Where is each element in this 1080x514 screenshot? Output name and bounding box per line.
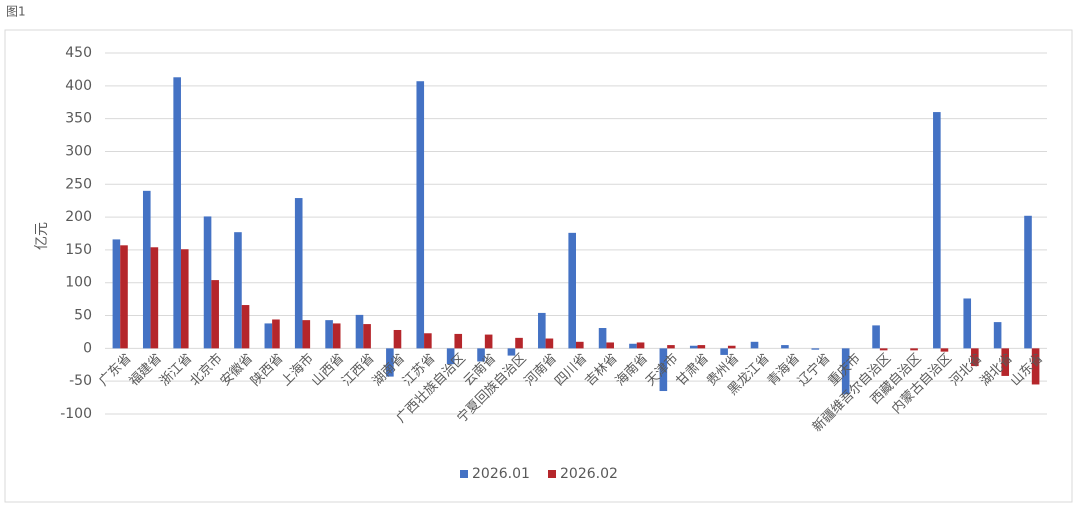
x-tick-label: 四川省	[552, 351, 590, 389]
chart-frame	[4, 29, 1073, 503]
bar	[120, 245, 128, 349]
bar	[993, 322, 1002, 349]
bar	[545, 338, 554, 349]
bar	[234, 232, 242, 349]
x-tick-label: 辽宁省	[794, 350, 833, 389]
bar	[484, 334, 493, 349]
bar	[264, 323, 273, 349]
y-tick-label: 50	[74, 308, 92, 324]
bar	[872, 325, 880, 349]
bar	[241, 305, 250, 349]
bar	[636, 342, 645, 349]
x-tick-label: 山东省	[1008, 351, 1046, 389]
bar	[302, 320, 311, 349]
bar	[667, 345, 675, 349]
bar	[538, 312, 546, 349]
bar	[393, 329, 402, 349]
bar	[879, 348, 888, 351]
x-tick-label: 广东省	[96, 351, 134, 389]
bar	[150, 247, 159, 349]
bar	[659, 348, 668, 392]
bar	[112, 239, 121, 349]
bar	[1031, 348, 1040, 385]
y-axis-title: 亿元	[34, 222, 50, 250]
bar	[507, 348, 516, 356]
bar	[446, 348, 455, 365]
bar	[477, 348, 485, 362]
bar	[203, 216, 212, 349]
bar	[568, 232, 576, 349]
bar	[1001, 348, 1010, 376]
legend-label: 2026.02	[560, 466, 618, 482]
bar	[781, 345, 789, 349]
y-tick-label: 400	[65, 78, 92, 94]
bar	[180, 249, 189, 349]
y-tick-label: 100	[65, 275, 92, 291]
bar	[971, 348, 979, 367]
bar	[750, 341, 759, 349]
bar	[811, 348, 820, 350]
bar	[142, 190, 151, 349]
bar	[727, 345, 736, 349]
bar	[598, 328, 607, 349]
x-tick-label: 海南省	[612, 350, 651, 389]
y-tick-label: 200	[65, 209, 92, 225]
x-tick-label: 安徽省	[218, 351, 256, 389]
bar	[720, 348, 728, 355]
x-tick-label: 山西省	[309, 351, 347, 389]
x-tick-label: 上海市	[278, 350, 317, 389]
bar	[933, 112, 941, 349]
y-tick-label: 150	[65, 242, 92, 258]
bar	[515, 337, 523, 349]
bar	[910, 348, 918, 351]
y-tick-label: 300	[65, 143, 92, 159]
x-tick-label: 江西省	[339, 351, 377, 389]
bar	[386, 348, 394, 377]
y-tick-label: 450	[65, 45, 92, 61]
legend-swatch	[460, 470, 468, 478]
x-tick-label: 青海省	[765, 351, 803, 389]
x-tick-label: 甘肃省	[674, 351, 712, 389]
bar	[294, 198, 303, 349]
legend-label: 2026.01	[472, 466, 530, 482]
bar	[416, 81, 425, 349]
bar	[1024, 215, 1032, 349]
bar	[689, 345, 698, 349]
bar	[963, 298, 972, 349]
bar	[272, 319, 280, 349]
bar	[940, 348, 949, 352]
x-tick-label: 北京市	[187, 350, 226, 389]
legend-swatch	[548, 470, 556, 478]
x-tick-label: 福建省	[127, 351, 165, 389]
x-tick-label: 湖北省	[978, 351, 1016, 389]
bar	[173, 77, 181, 349]
bar	[332, 323, 341, 349]
bar	[325, 320, 333, 349]
bar	[454, 333, 463, 349]
bar	[355, 314, 364, 349]
bar	[629, 343, 637, 349]
y-tick-label: 350	[65, 111, 92, 127]
bar	[841, 348, 850, 395]
x-tick-label: 河北省	[947, 351, 985, 389]
bar	[424, 333, 432, 349]
bar	[211, 280, 219, 349]
y-tick-label: -100	[60, 406, 92, 422]
x-tick-label: 陕西省	[248, 351, 286, 389]
bar	[606, 342, 614, 349]
y-tick-label: -50	[69, 373, 92, 389]
x-tick-label: 浙江省	[157, 351, 195, 389]
bar	[363, 324, 371, 349]
figure-label: 图1	[6, 5, 26, 19]
bar	[697, 345, 706, 349]
y-tick-label: 0	[83, 340, 92, 356]
x-tick-label: 吉林省	[582, 351, 620, 389]
y-tick-label: 250	[65, 176, 92, 192]
bar	[576, 341, 584, 349]
x-tick-label: 河南省	[521, 350, 560, 389]
